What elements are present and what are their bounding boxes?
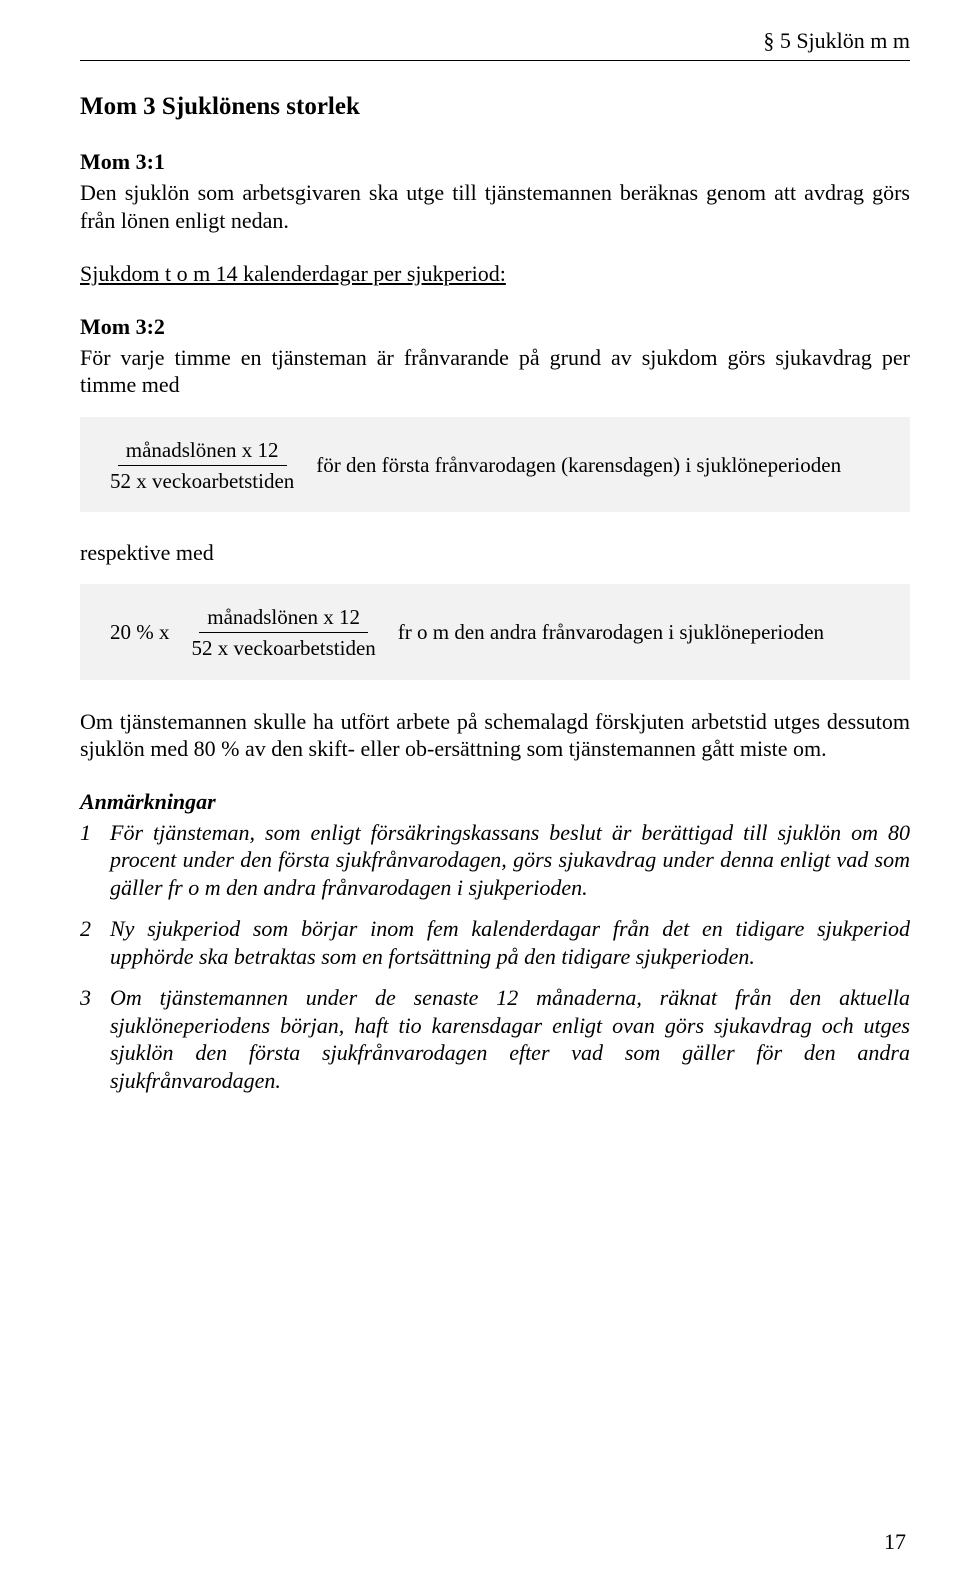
note-number: 3 (80, 984, 100, 1094)
mom31-heading: Mom 3:1 (80, 149, 910, 175)
sjukdom-line: Sjukdom t o m 14 kalenderdagar per sjukp… (80, 260, 910, 288)
formula1-desc: för den första frånvarodagen (karensdage… (316, 453, 880, 478)
formula2-prefix: 20 % x (110, 620, 170, 645)
formula2-numerator: månadslönen x 12 (199, 604, 368, 633)
anmarkningar-heading: Anmärkningar (80, 789, 910, 815)
formula1-numerator: månadslönen x 12 (118, 437, 287, 466)
mom32-text: För varje timme en tjänsteman är frånvar… (80, 344, 910, 399)
mom31-text: Den sjuklön som arbetsgivaren ska utge t… (80, 179, 910, 234)
note-text: Om tjänstemannen under de senaste 12 mån… (110, 984, 910, 1094)
formula2-fraction: månadslönen x 12 52 x veckoarbetstiden (192, 604, 376, 662)
header-rule (80, 60, 910, 61)
mom32-heading: Mom 3:2 (80, 314, 910, 340)
note-item: 2 Ny sjukperiod som börjar inom fem kale… (80, 915, 910, 970)
formula2-desc: fr o m den andra frånvarodagen i sjuklön… (398, 620, 880, 645)
note-number: 1 (80, 819, 100, 902)
formula2-denominator: 52 x veckoarbetstiden (192, 633, 376, 661)
formula-box-2: 20 % x månadslönen x 12 52 x veckoarbets… (80, 584, 910, 680)
page-number: 17 (884, 1529, 906, 1555)
section-heading: Mom 3 Sjuklönens storlek (80, 93, 910, 121)
respektive-text: respektive med (80, 540, 910, 566)
running-header: § 5 Sjuklön m m (80, 28, 910, 54)
after-formula-text: Om tjänstemannen skulle ha utfört arbete… (80, 708, 910, 763)
formula1-fraction: månadslönen x 12 52 x veckoarbetstiden (110, 437, 294, 495)
note-text: Ny sjukperiod som börjar inom fem kalend… (110, 915, 910, 970)
formula-box-1: månadslönen x 12 52 x veckoarbetstiden f… (80, 417, 910, 513)
note-item: 1 För tjänsteman, som enligt försäkrings… (80, 819, 910, 902)
note-text: För tjänsteman, som enligt försäkringska… (110, 819, 910, 902)
note-item: 3 Om tjänstemannen under de senaste 12 m… (80, 984, 910, 1094)
note-number: 2 (80, 915, 100, 970)
formula1-denominator: 52 x veckoarbetstiden (110, 466, 294, 494)
